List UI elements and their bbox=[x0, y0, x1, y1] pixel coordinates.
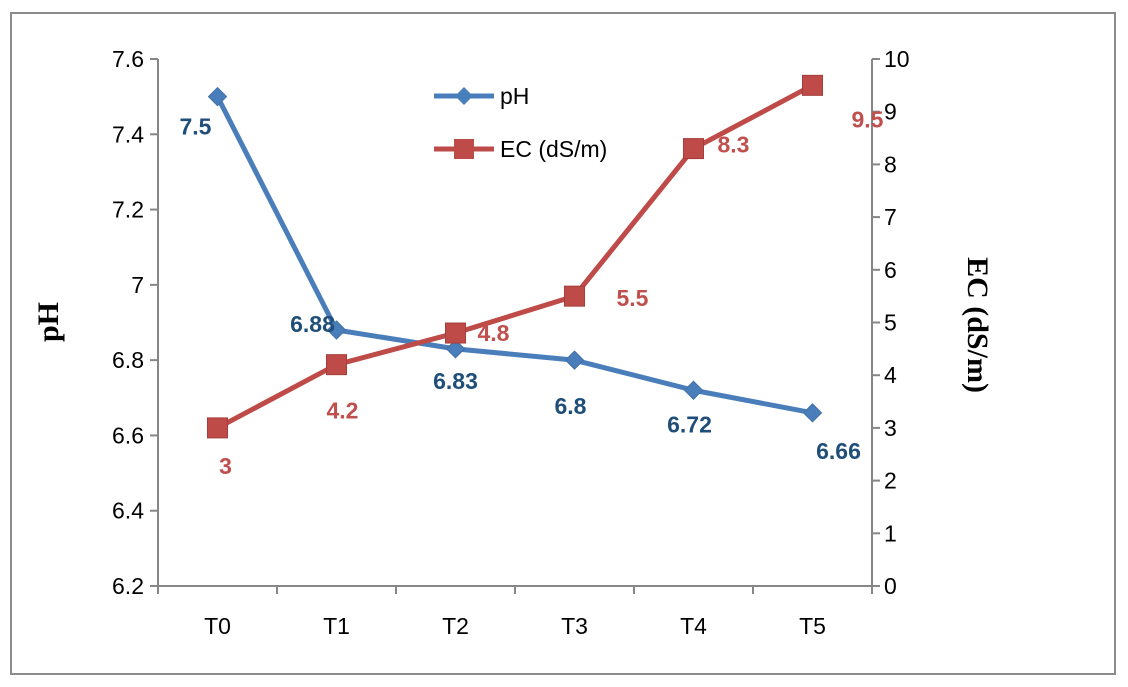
y-axis-right-tick-label: 9 bbox=[884, 99, 897, 125]
x-axis-tick-label: T1 bbox=[323, 613, 350, 639]
data-point-ph bbox=[802, 403, 823, 423]
y-axis-left-tick-label: 6.6 bbox=[112, 422, 144, 448]
x-axis-tick-label: T0 bbox=[204, 613, 231, 639]
data-point-ec bbox=[445, 322, 466, 344]
x-axis-tick-label: T5 bbox=[799, 613, 826, 639]
legend-label-ph: pH bbox=[500, 83, 529, 109]
series-line-ph bbox=[215, 95, 813, 416]
data-label-ec: 4.2 bbox=[327, 398, 359, 424]
y-axis-right-tick-label: 7 bbox=[884, 204, 897, 230]
y-axis-right-tick-label: 3 bbox=[884, 415, 897, 441]
series-layer bbox=[207, 74, 823, 439]
data-labels: 7.5 6.88 6.83 6.8 6.72 6.66 3 4.2 4.8 5.5 8.3 9.5 bbox=[180, 106, 884, 479]
y-axis-right-tick-label: 5 bbox=[884, 310, 897, 336]
y-axis-right-tick-label: 2 bbox=[884, 468, 897, 494]
data-label-ec: 3 bbox=[219, 453, 232, 479]
y-axis-left-tick-label: 6.2 bbox=[112, 573, 144, 599]
y-axis-left-tick-label: 7 bbox=[131, 272, 144, 298]
data-label-ph: 6.66 bbox=[816, 438, 861, 464]
legend-label-ec: EC (dS/m) bbox=[500, 136, 607, 162]
data-label-ec: 8.3 bbox=[718, 132, 750, 158]
data-label-ph: 6.88 bbox=[290, 311, 335, 337]
data-label-ec: 4.8 bbox=[478, 320, 510, 346]
x-axis-tick-label: T4 bbox=[680, 613, 707, 639]
data-label-ph: 6.83 bbox=[433, 368, 478, 394]
data-point-ph bbox=[326, 320, 347, 340]
data-point-ph bbox=[564, 350, 585, 370]
x-axis-tick-label: T2 bbox=[442, 613, 469, 639]
legend-marker-ph bbox=[455, 87, 473, 105]
data-point-ph bbox=[207, 86, 228, 107]
axes: 6.2 6.4 6.6 6.8 7 7.2 7.4 7.6 0 1 2 3 4 5 6 7 8 9 10 T0 T1 T2… bbox=[112, 46, 910, 639]
y-axis-right-tick-label: 6 bbox=[884, 257, 897, 283]
data-label-ph: 6.8 bbox=[555, 393, 587, 419]
data-label-ec: 5.5 bbox=[617, 285, 649, 311]
y-axis-left-title: pH bbox=[32, 302, 65, 342]
y-axis-left-tick-label: 6.8 bbox=[112, 347, 144, 373]
data-point-ec bbox=[207, 417, 228, 439]
y-axis-left-tick-label: 7.4 bbox=[112, 121, 144, 147]
y-axis-right-tick-label: 1 bbox=[884, 520, 897, 546]
x-axis-tick-label: T3 bbox=[561, 613, 588, 639]
y-axis-right-title: EC (dS/m) bbox=[961, 257, 994, 393]
legend: pH EC (dS/m) bbox=[434, 83, 607, 162]
data-point-ec bbox=[326, 354, 347, 376]
data-point-ph bbox=[445, 339, 466, 359]
y-axis-right-tick-label: 4 bbox=[884, 362, 897, 388]
y-axis-right-tick-label: 10 bbox=[884, 46, 910, 72]
data-label-ph: 7.5 bbox=[180, 114, 212, 140]
data-label-ec: 9.5 bbox=[852, 106, 884, 132]
y-axis-right-tick-label: 8 bbox=[884, 151, 897, 177]
chart-frame bbox=[10, 12, 1116, 675]
data-point-ec bbox=[564, 285, 585, 307]
y-axis-left-tick-label: 7.2 bbox=[112, 197, 144, 223]
data-label-ph: 6.72 bbox=[667, 411, 712, 437]
y-axis-left-tick-label: 7.6 bbox=[112, 46, 144, 72]
data-point-ec bbox=[683, 138, 704, 160]
y-axis-right-tick-label: 0 bbox=[884, 573, 897, 599]
data-point-ph bbox=[683, 380, 704, 400]
legend-marker-ec bbox=[454, 139, 474, 159]
data-point-ec bbox=[802, 74, 823, 96]
series-line-ec bbox=[216, 83, 814, 431]
y-axis-left-tick-label: 6.4 bbox=[112, 498, 144, 524]
